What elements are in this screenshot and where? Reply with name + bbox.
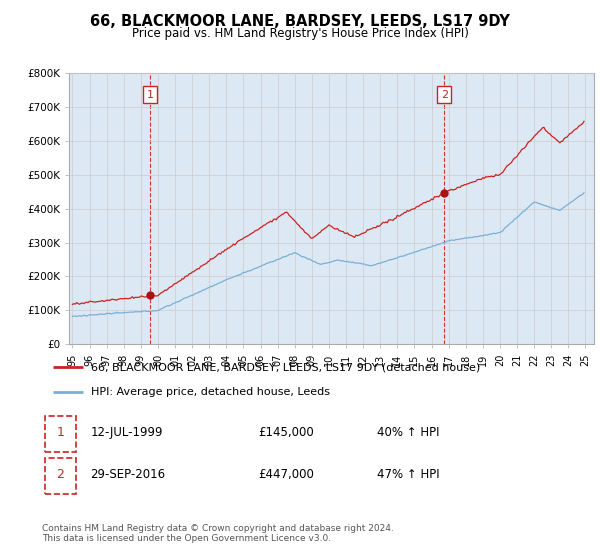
Text: 66, BLACKMOOR LANE, BARDSEY, LEEDS, LS17 9DY: 66, BLACKMOOR LANE, BARDSEY, LEEDS, LS17… [90,14,510,29]
Text: 12-JUL-1999: 12-JUL-1999 [91,426,163,439]
Text: Contains HM Land Registry data © Crown copyright and database right 2024.
This d: Contains HM Land Registry data © Crown c… [42,524,394,543]
Text: 1: 1 [146,90,154,100]
Text: 40% ↑ HPI: 40% ↑ HPI [377,426,439,439]
Text: 2: 2 [441,90,448,100]
Text: 2: 2 [56,468,64,481]
Text: 47% ↑ HPI: 47% ↑ HPI [377,468,439,481]
Text: Price paid vs. HM Land Registry's House Price Index (HPI): Price paid vs. HM Land Registry's House … [131,27,469,40]
FancyBboxPatch shape [45,416,76,451]
Text: £447,000: £447,000 [258,468,314,481]
Text: 1: 1 [56,426,64,439]
Text: HPI: Average price, detached house, Leeds: HPI: Average price, detached house, Leed… [91,386,329,396]
Text: £145,000: £145,000 [258,426,314,439]
FancyBboxPatch shape [45,458,76,493]
Text: 29-SEP-2016: 29-SEP-2016 [91,468,166,481]
Text: 66, BLACKMOOR LANE, BARDSEY, LEEDS, LS17 9DY (detached house): 66, BLACKMOOR LANE, BARDSEY, LEEDS, LS17… [91,362,480,372]
